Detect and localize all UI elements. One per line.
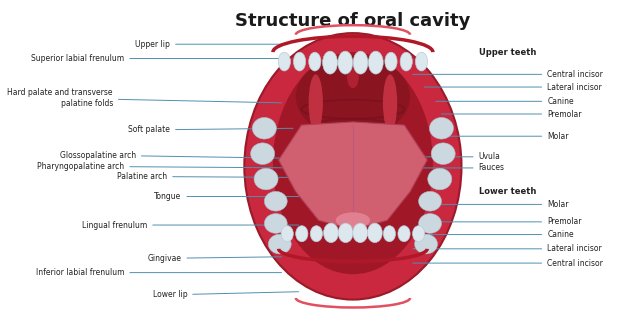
Ellipse shape: [268, 234, 291, 254]
Ellipse shape: [264, 214, 287, 233]
Ellipse shape: [254, 168, 278, 190]
Text: Gingivae: Gingivae: [147, 254, 282, 263]
Text: Central incisor: Central incisor: [413, 259, 603, 268]
Ellipse shape: [367, 223, 382, 243]
Ellipse shape: [310, 226, 323, 242]
Ellipse shape: [296, 226, 308, 242]
Ellipse shape: [336, 212, 370, 228]
Text: Upper teeth: Upper teeth: [479, 48, 536, 57]
Ellipse shape: [251, 143, 275, 164]
Text: Lower lip: Lower lip: [152, 290, 299, 299]
Ellipse shape: [313, 100, 393, 170]
Text: Canine: Canine: [424, 230, 574, 239]
Ellipse shape: [429, 117, 454, 139]
Ellipse shape: [383, 226, 396, 242]
Ellipse shape: [385, 52, 397, 71]
Text: Inferior labial frenulum: Inferior labial frenulum: [36, 268, 282, 277]
Text: Glossopalatine arch: Glossopalatine arch: [60, 151, 299, 160]
Text: Premolar: Premolar: [436, 217, 582, 226]
Ellipse shape: [244, 33, 461, 300]
Text: Pharyngopalatine arch: Pharyngopalatine arch: [37, 162, 299, 171]
Ellipse shape: [353, 223, 367, 243]
Ellipse shape: [264, 191, 287, 211]
Ellipse shape: [369, 51, 383, 74]
Text: Uvula: Uvula: [396, 152, 500, 161]
Text: Upper lip: Upper lip: [135, 40, 282, 49]
Ellipse shape: [347, 67, 359, 89]
Text: Soft palate: Soft palate: [128, 125, 293, 134]
Ellipse shape: [308, 74, 323, 132]
Ellipse shape: [419, 191, 442, 211]
Ellipse shape: [338, 223, 353, 243]
Ellipse shape: [294, 52, 306, 71]
Ellipse shape: [398, 226, 410, 242]
Ellipse shape: [428, 168, 452, 190]
Ellipse shape: [415, 234, 438, 254]
Text: Canine: Canine: [436, 97, 574, 106]
Text: Lingual frenulum: Lingual frenulum: [82, 220, 299, 229]
Ellipse shape: [353, 51, 368, 74]
Text: Fauces: Fauces: [396, 164, 504, 172]
Polygon shape: [278, 122, 427, 230]
Ellipse shape: [252, 117, 276, 139]
Ellipse shape: [323, 51, 337, 74]
Text: Lateral incisor: Lateral incisor: [424, 83, 602, 92]
Ellipse shape: [400, 52, 412, 71]
Text: Lateral incisor: Lateral incisor: [413, 244, 602, 253]
Ellipse shape: [419, 214, 442, 233]
Ellipse shape: [281, 226, 293, 242]
Ellipse shape: [415, 52, 428, 71]
Ellipse shape: [273, 52, 433, 274]
Ellipse shape: [278, 52, 291, 71]
Text: Palatine arch: Palatine arch: [117, 172, 299, 181]
Text: Structure of oral cavity: Structure of oral cavity: [236, 12, 470, 30]
Ellipse shape: [338, 51, 353, 74]
Ellipse shape: [383, 74, 397, 132]
Text: Tongue: Tongue: [154, 192, 305, 201]
Text: Molar: Molar: [442, 200, 569, 209]
Ellipse shape: [296, 55, 410, 138]
Ellipse shape: [413, 226, 425, 242]
Text: Hard palate and transverse
palatine folds: Hard palate and transverse palatine fold…: [8, 88, 282, 108]
Text: Superior labial frenulum: Superior labial frenulum: [31, 54, 287, 63]
Ellipse shape: [431, 143, 455, 164]
Text: Molar: Molar: [447, 132, 569, 141]
Ellipse shape: [324, 223, 339, 243]
Ellipse shape: [308, 52, 321, 71]
Text: Lower teeth: Lower teeth: [479, 187, 536, 196]
Text: Central incisor: Central incisor: [413, 70, 603, 79]
Text: Premolar: Premolar: [442, 109, 582, 118]
